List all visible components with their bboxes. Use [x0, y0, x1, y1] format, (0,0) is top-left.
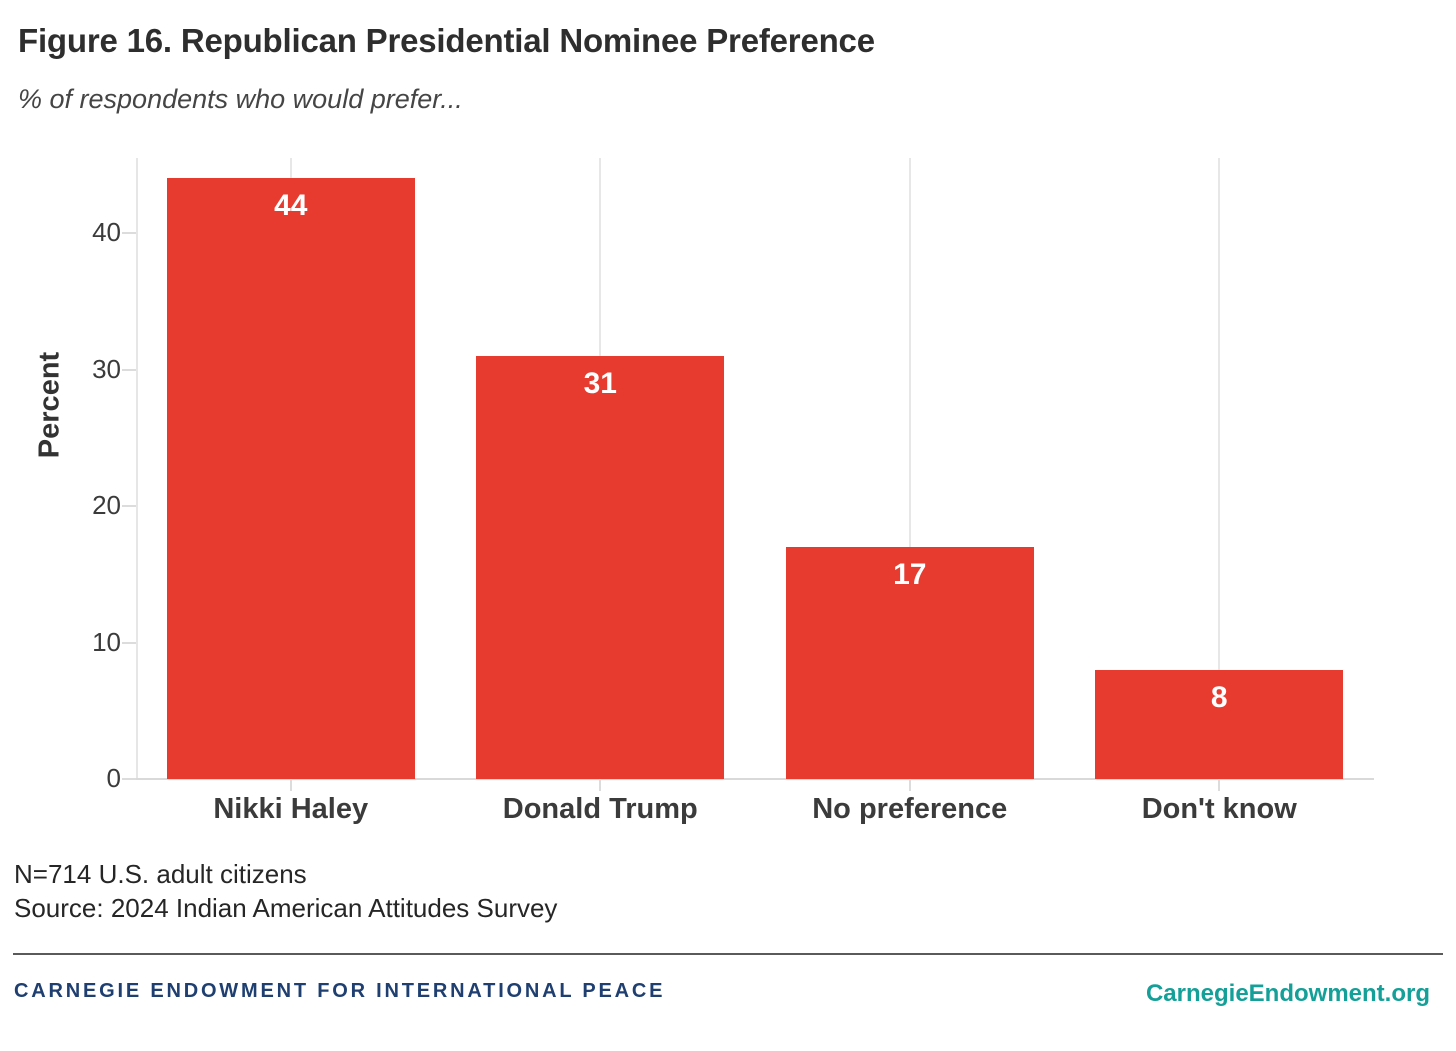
y-tick-label: 0 — [106, 763, 121, 793]
bar-don-t-know: 8 — [1095, 670, 1344, 779]
category-slot: 17 No preference — [755, 158, 1065, 825]
footer-org-name: CARNEGIE ENDOWMENT FOR INTERNATIONAL PEA… — [14, 980, 666, 1002]
footer-divider — [13, 953, 1443, 955]
x-category-label: Nikki Haley — [213, 793, 369, 825]
figure-title: Figure 16. Republican Presidential Nomin… — [18, 22, 875, 59]
x-category-label: Donald Trump — [502, 793, 698, 825]
x-axis-tick — [599, 779, 602, 791]
x-axis-tick — [908, 779, 911, 791]
y-tick-label: 10 — [92, 626, 121, 657]
bar-value-label: 44 — [274, 189, 308, 222]
x-axis-tick — [1218, 779, 1221, 791]
x-axis-baseline — [136, 778, 1374, 780]
note-source: Source: 2024 Indian American Attitudes S… — [14, 893, 558, 923]
bar-donald-trump: 31 — [476, 356, 725, 779]
vertical-gridline — [908, 158, 911, 779]
vertical-gridline — [1218, 158, 1221, 779]
note-sample-size: N=714 U.S. adult citizens — [14, 859, 307, 889]
category-slot: 8 Don't know — [1065, 158, 1375, 825]
category-slot: 44 Nikki Haley — [136, 158, 446, 825]
y-axis-tick — [122, 641, 136, 644]
figure-subtitle: % of respondents who would prefer... — [18, 84, 463, 114]
y-axis-line — [136, 158, 138, 779]
y-tick-label: 20 — [92, 490, 121, 521]
y-tick-label: 30 — [92, 353, 121, 384]
plot-area: 44 Nikki Haley 31 Donald Trump 17 No preferen… — [92, 158, 1375, 825]
category-slot: 31 Donald Trump — [446, 158, 756, 825]
bar-value-label: 17 — [893, 558, 927, 591]
footer-site-link[interactable]: CarnegieEndowment.org — [1145, 980, 1430, 1007]
y-axis-tick — [122, 232, 136, 235]
x-axis-tick — [289, 779, 292, 791]
x-category-label: No preference — [812, 793, 1008, 825]
chart-notes: N=714 U.S. adult citizens Source: 2024 I… — [14, 857, 557, 925]
x-category-label: Don't know — [1141, 793, 1297, 825]
y-axis-tick — [122, 368, 136, 371]
bar-value-label: 31 — [583, 367, 617, 400]
bar-nikki-haley: 44 — [166, 178, 415, 779]
bar-value-label: 8 — [1210, 681, 1228, 714]
y-tick-label: 40 — [92, 217, 121, 248]
y-axis-tick — [122, 778, 136, 780]
y-axis-tick — [122, 505, 136, 508]
bar-no-preference: 17 — [785, 547, 1034, 779]
